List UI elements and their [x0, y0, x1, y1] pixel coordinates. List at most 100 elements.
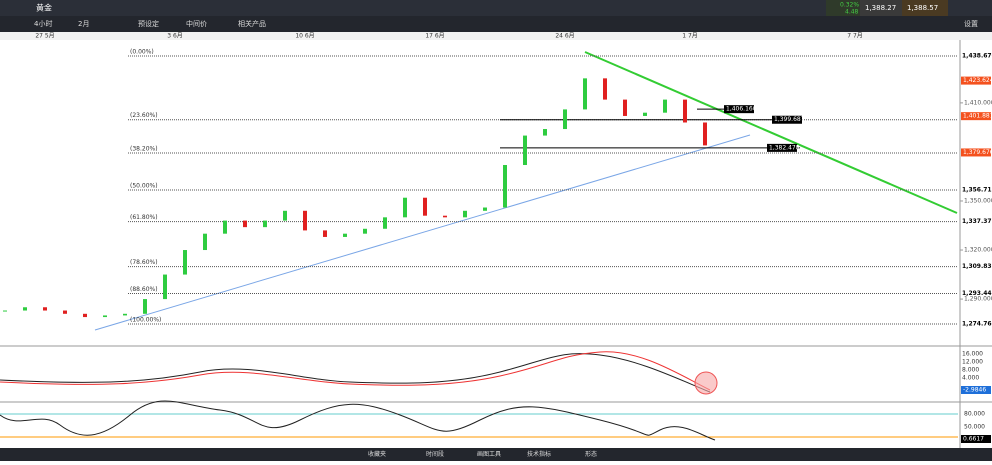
macd-tick: 16.000: [962, 351, 983, 358]
candle: [483, 207, 487, 211]
trend-line: [584, 51, 958, 214]
candle: [63, 310, 67, 314]
candle: [183, 250, 187, 275]
candle: [643, 112, 647, 116]
stoch-k: [0, 400, 716, 441]
candle: [603, 78, 607, 100]
date-label: 24 6月: [555, 33, 574, 40]
date-label: 3 6月: [167, 33, 183, 40]
y-tick-label: 1,290.000: [964, 296, 992, 303]
toolbar-row: [0, 16, 992, 32]
candle: [543, 129, 547, 136]
candle: [523, 135, 527, 166]
stoch-tick: 80.000: [964, 411, 985, 418]
candle: [123, 313, 127, 316]
price-label: 1,356.715: [962, 187, 992, 194]
bottom-tab[interactable]: 技术指标: [527, 450, 551, 458]
candle: [343, 233, 347, 237]
candle: [403, 197, 407, 218]
fib-label: (78.60%): [130, 259, 158, 266]
signal-line: [0, 351, 711, 391]
indicator-box: [961, 76, 991, 85]
date-label: 27 5月: [35, 33, 54, 40]
bid-box: [860, 0, 902, 16]
y-tick-label: 1,320.000: [964, 247, 992, 254]
fib-label: (88.60%): [130, 286, 158, 293]
highlight: [694, 371, 718, 395]
date-axis: [0, 32, 992, 40]
stoch-box: [961, 435, 991, 443]
interval[interactable]: 4小时: [34, 19, 52, 28]
macd-tick: 12.000: [962, 359, 983, 366]
candle: [383, 217, 387, 229]
macd-line: [0, 353, 711, 393]
candle: [263, 220, 267, 228]
candle: [503, 165, 507, 208]
indicator-box: [961, 148, 991, 157]
change: 4.48: [845, 9, 859, 16]
price-box-label: 1,382.478: [769, 144, 800, 151]
indicator-label: 1,379.676: [963, 149, 992, 156]
settings[interactable]: 设置: [964, 19, 978, 28]
candle: [3, 310, 7, 312]
fib-label: (61.80%): [130, 214, 158, 221]
candle: [703, 122, 707, 146]
price-label: 1,293.445: [962, 290, 992, 297]
y-tick-label: 1,410.000: [964, 99, 992, 106]
fib-label: (38.20%): [130, 146, 158, 153]
bid[interactable]: 1,388.27: [865, 4, 896, 12]
price-label: 1,274.760: [962, 321, 992, 328]
price-type[interactable]: 中间价: [186, 19, 207, 28]
date-label: 7 7月: [847, 33, 863, 40]
candle: [463, 210, 467, 218]
bottom-tab[interactable]: 画图工具: [477, 451, 501, 458]
macd-value: -2.9846: [963, 387, 986, 394]
bottom-tab[interactable]: 形态: [585, 450, 597, 458]
fib-label: (0.00%): [130, 49, 154, 56]
date-label: 17 6月: [425, 33, 444, 40]
bottom-tab[interactable]: 收藏夹: [368, 450, 386, 458]
date-label: 1 7月: [682, 33, 698, 40]
candle: [323, 230, 327, 237]
candle: [163, 274, 167, 300]
fib-label: (23.60%): [130, 112, 158, 119]
candle: [563, 109, 567, 130]
date-label: 10 6月: [295, 33, 314, 40]
candle: [283, 210, 287, 221]
symbol[interactable]: 黄金: [36, 3, 52, 13]
candle: [583, 78, 587, 110]
price-label: 1,309.837: [962, 263, 992, 270]
support-line: [94, 134, 751, 331]
candle: [363, 228, 367, 234]
candle: [23, 307, 27, 311]
price-box: [772, 115, 802, 124]
range[interactable]: 2月: [78, 20, 89, 28]
price-label: 1,337.373: [962, 218, 992, 225]
ask-box: [902, 0, 948, 16]
candle: [663, 99, 667, 113]
indicator-label: 1,401.881: [963, 113, 992, 120]
price-box: [767, 143, 797, 152]
related[interactable]: 相关产品: [238, 19, 266, 28]
candle: [443, 215, 447, 218]
macd-box: [961, 386, 991, 394]
price-box-label: 1,406.160: [726, 106, 757, 113]
price-box: [724, 105, 754, 114]
candle: [243, 220, 247, 228]
macd-tick: 4.000: [962, 375, 979, 382]
candle: [303, 210, 307, 231]
candle: [83, 313, 87, 318]
candle: [223, 220, 227, 234]
stoch-tick: 50.000: [964, 424, 985, 431]
candle: [623, 99, 627, 116]
bottom-tab[interactable]: 时间段: [426, 450, 444, 458]
ask[interactable]: 1,388.57: [907, 4, 938, 12]
candle: [103, 315, 107, 318]
price-box-label: 1,399.687: [774, 116, 805, 123]
indicator-label: 1,423.624: [963, 77, 992, 84]
indicator-box: [961, 112, 991, 121]
preset[interactable]: 预设定: [138, 19, 159, 28]
candle: [43, 307, 47, 311]
candle: [143, 299, 147, 314]
